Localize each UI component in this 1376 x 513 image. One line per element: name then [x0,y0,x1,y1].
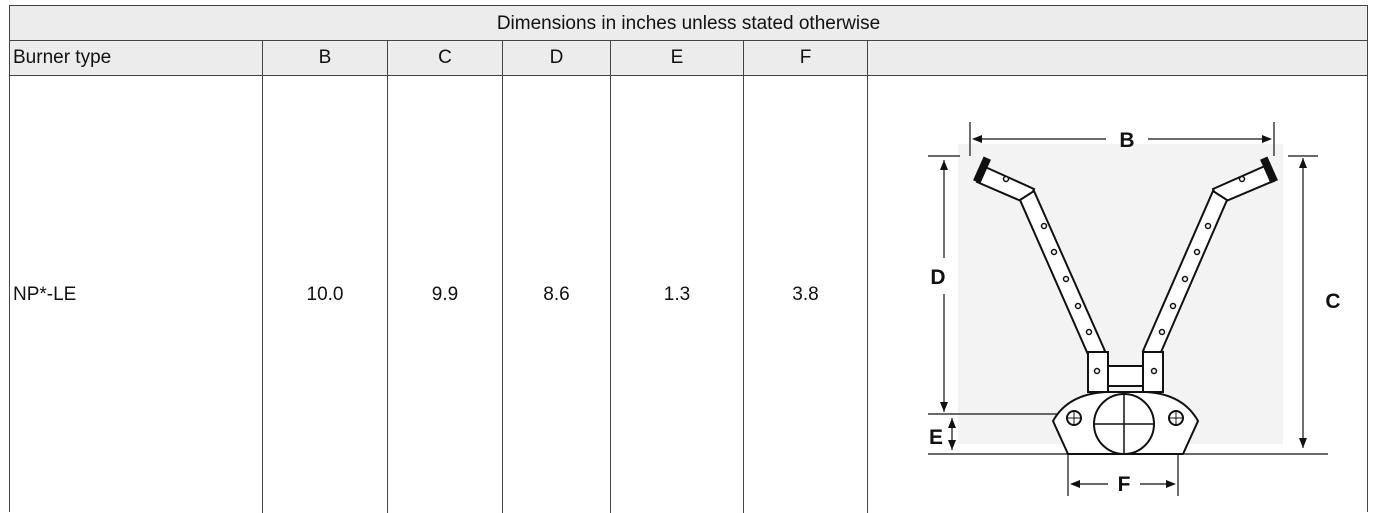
cell-d: 8.6 [503,76,611,513]
dimension-b [969,122,1275,156]
cell-burner-type: NP*-LE [10,76,263,513]
header-b: B [263,41,388,75]
burner-body [973,156,1278,455]
table-header-row: Burner type B C D E F [10,41,1367,76]
label-e: E [929,426,943,449]
cell-drawing: B C D [868,76,1367,513]
cell-e: 1.3 [611,76,744,513]
label-c: C [1325,290,1340,313]
header-drawing [868,41,1367,75]
label-d: D [930,266,945,289]
label-f: F [1118,473,1131,496]
header-e: E [611,41,744,75]
table-title-row: Dimensions in inches unless stated other… [10,6,1367,41]
dimension-c [1288,155,1318,448]
header-burner-type: Burner type [10,41,263,75]
label-b: B [1119,129,1134,152]
cell-b: 10.0 [263,76,388,513]
burner-dimension-drawing: B C D [928,122,1341,496]
header-d: D [503,41,611,75]
dimension-d [928,155,960,412]
header-c: C [388,41,503,75]
burner-ports [1002,175,1246,375]
dimension-f [1067,448,1179,496]
table-row: NP*-LE 10.0 9.9 8.6 1.3 3.8 B [10,76,1367,513]
header-f: F [744,41,868,75]
cell-f: 3.8 [744,76,868,513]
dimensions-table: Dimensions in inches unless stated other… [9,5,1368,513]
table-title: Dimensions in inches unless stated other… [496,12,881,34]
cell-c: 9.9 [388,76,503,513]
